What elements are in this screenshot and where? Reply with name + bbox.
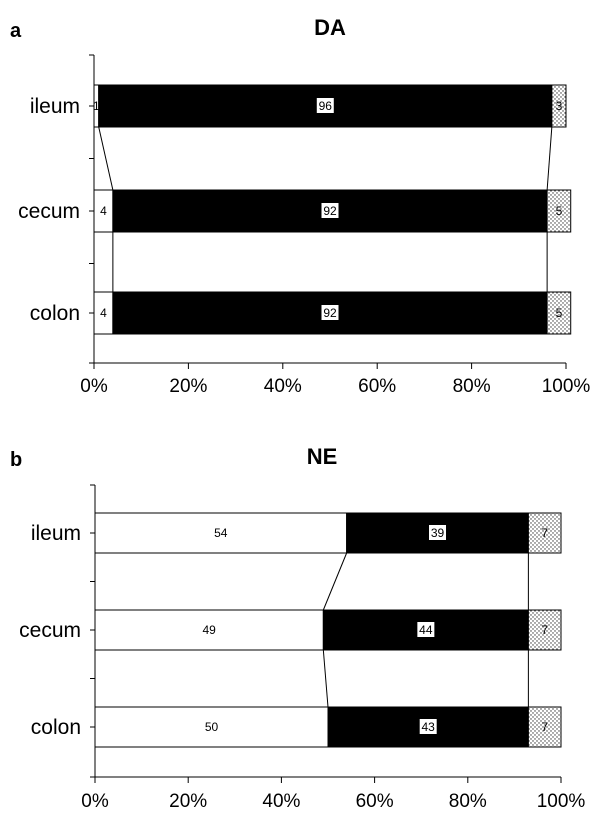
connector-line <box>98 126 114 191</box>
data-label-bg <box>429 525 447 540</box>
data-label-ileum-3: 7 <box>541 526 548 540</box>
data-label-cecum-2: 92 <box>323 204 337 218</box>
category-label-ileum: ileum <box>30 95 80 118</box>
data-label-colon-3: 7 <box>541 720 548 734</box>
x-tick-label: 80% <box>453 376 491 397</box>
bar-segment-colon-1 <box>94 706 329 748</box>
category-label-ileum: ileum <box>31 522 81 545</box>
data-label-bg <box>321 305 339 320</box>
x-tick-label: 60% <box>356 791 394 812</box>
data-label-colon-2: 43 <box>422 720 436 734</box>
connector-line <box>322 649 329 708</box>
x-tick-label: 20% <box>169 791 207 812</box>
category-label-colon: colon <box>30 302 80 325</box>
data-label-cecum-2: 44 <box>419 623 433 637</box>
chart-title-b: NE <box>307 444 338 469</box>
bar-segment-colon-3 <box>527 706 562 748</box>
x-tick-label: 40% <box>264 376 302 397</box>
x-tick-label: 100% <box>537 791 586 812</box>
data-label-ileum-3: 3 <box>556 99 563 113</box>
category-label-colon: colon <box>31 716 81 739</box>
bar-segment-cecum-3 <box>546 189 572 233</box>
x-tick-label: 0% <box>80 376 108 397</box>
bar-segment-cecum-3 <box>527 609 562 651</box>
data-label-ileum-1: 1 <box>93 99 100 113</box>
category-label-cecum: cecum <box>18 200 80 223</box>
x-tick-label: 40% <box>262 791 300 812</box>
bar-segment-cecum-1 <box>94 609 324 651</box>
data-label-bg <box>419 719 437 734</box>
category-label-cecum: cecum <box>19 619 81 642</box>
bar-segment-ileum-3 <box>551 84 567 128</box>
panel-letter-b: b <box>10 449 22 471</box>
data-label-colon-2: 92 <box>323 306 337 320</box>
data-label-bg <box>321 203 339 218</box>
chart-title-a: DA <box>314 15 346 40</box>
data-label-colon-3: 5 <box>556 306 563 320</box>
data-label-cecum-1: 4 <box>100 204 107 218</box>
x-tick-label: 60% <box>358 376 396 397</box>
connector-line <box>546 126 553 191</box>
panel-letter-a: a <box>10 20 22 42</box>
x-tick-label: 20% <box>169 376 207 397</box>
data-label-ileum-1: 54 <box>214 526 228 540</box>
chart-panel-b: b NE 0% 20% 40% 60% 80% 100% 54 39 7 ileum 49 44 7 ce… <box>10 444 585 812</box>
chart-panel-a: a DA 0% 20% 40% 60% 80% 100% 1 96 3 ileum 4 92 5 cecu… <box>10 15 590 397</box>
data-label-colon-1: 4 <box>100 306 107 320</box>
data-label-bg <box>417 622 435 637</box>
data-label-cecum-3: 7 <box>541 623 548 637</box>
data-label-cecum-3: 5 <box>556 204 563 218</box>
data-label-ileum-2: 96 <box>319 99 333 113</box>
data-label-colon-1: 50 <box>205 720 219 734</box>
data-label-bg <box>316 98 334 113</box>
chart-marks-a: 0% 20% 40% 60% 80% 100% 1 96 3 ileum 4 92 5 cecum 4 92 5… <box>18 54 591 397</box>
bar-segment-colon-3 <box>546 291 572 335</box>
x-tick-label: 0% <box>81 791 109 812</box>
connector-line <box>322 552 348 611</box>
data-label-cecum-1: 49 <box>202 623 216 637</box>
x-tick-label: 100% <box>542 376 591 397</box>
data-label-ileum-2: 39 <box>431 526 445 540</box>
bar-segment-ileum-3 <box>527 512 562 554</box>
x-tick-label: 80% <box>449 791 487 812</box>
chart-marks-b: 0% 20% 40% 60% 80% 100% 54 39 7 ileum 49 44 7 cecum 50… <box>19 484 586 812</box>
